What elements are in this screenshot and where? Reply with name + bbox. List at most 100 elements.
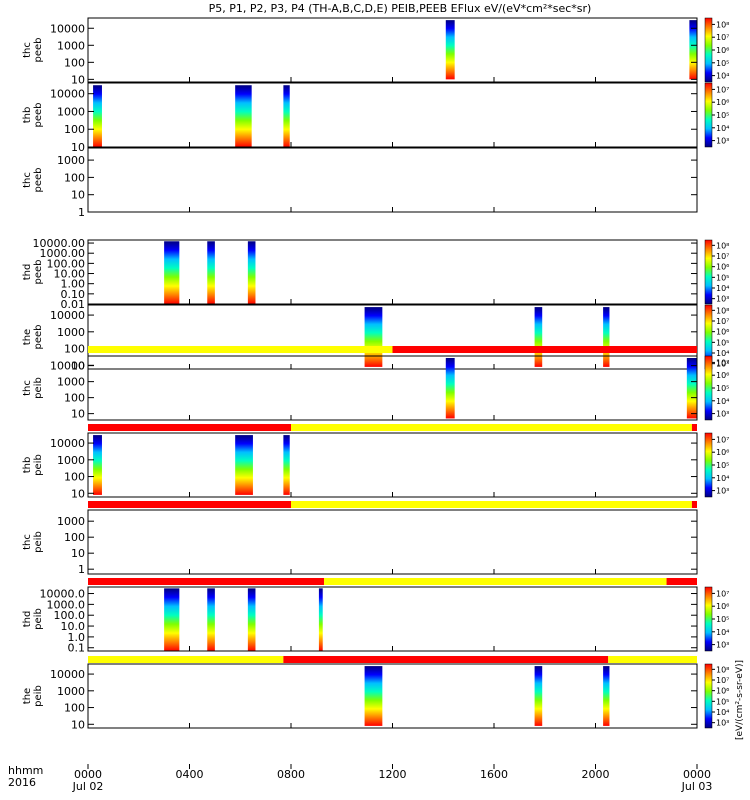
y-tick-label: 10000.00 [33, 237, 86, 250]
colorbar-tick-label: 10⁷ [716, 317, 729, 326]
spectrogram-burst [534, 666, 543, 726]
spectrogram-burst [318, 588, 323, 651]
x-tick-label: 2000 [582, 768, 610, 781]
time-axis-row-label: hhmm [8, 764, 43, 777]
y-tick-label: 10000 [50, 668, 85, 681]
panel-thb-peeb: 10 100 1000 10000 thbpeeb 10³ 10⁴ 10⁵ 10⁶ 10⁷ [22, 82, 729, 154]
colorbar-tick-label: 10³ [716, 410, 729, 419]
spectrogram-burst [603, 666, 610, 726]
x-tick-label: 0400 [176, 768, 204, 781]
spectrogram-burst [283, 85, 290, 147]
colorbar-tick-label: 10⁸ [716, 20, 729, 29]
colorbar-tick-label: 10⁸ [716, 665, 729, 674]
y-axis-label: thdpeeb [22, 260, 44, 285]
y-axis-label-line: the [22, 329, 33, 345]
y-tick-label: 100 [64, 56, 85, 69]
panel-thc-peib: 10 100 1000 10000 thcpeib 10³ 10⁴ 10⁵ 10⁶ 10⁷ [22, 346, 729, 421]
plot-title: P5, P1, P2, P3, P4 (TH-A,B,C,D,E) PEIB,P… [209, 2, 592, 15]
y-axis-label-line: peib [33, 608, 44, 630]
y-tick-label: 1000 [57, 105, 85, 118]
colorbar [704, 239, 713, 305]
y-axis-label-line: the [22, 688, 33, 704]
y-tick-label: 10000.0 [40, 588, 86, 601]
spectrogram-burst [235, 85, 252, 147]
y-tick-label: 10 [71, 487, 85, 500]
panel-frame [87, 432, 698, 498]
flag-segment [392, 346, 697, 353]
flag-segment [608, 656, 697, 663]
y-tick-label: 100.0 [54, 609, 86, 622]
colorbar-tick-label: 10⁵ [716, 615, 729, 624]
y-tick-label: 100 [64, 531, 85, 544]
colorbar-tick-label: 10⁶ [716, 448, 729, 457]
x-tick-label: 1200 [379, 768, 407, 781]
colorbar-tick-label: 10⁶ [716, 371, 729, 380]
y-tick-label: 10 [71, 408, 85, 421]
y-tick-label: 10 [71, 359, 85, 372]
y-tick-label: 10000 [50, 88, 85, 101]
y-tick-label: 1000 [57, 685, 85, 698]
y-axis-label-line: thd [22, 611, 33, 628]
y-axis-label: thcpeeb [22, 38, 44, 63]
panel-group: 10100100010000thcpeeb10⁴10⁵10⁶10⁷10⁸1010… [22, 17, 729, 731]
colorbar-tick-label: 10⁶ [716, 687, 729, 696]
y-axis-label-line: thb [22, 107, 33, 124]
y-tick-label: 1000 [57, 376, 85, 389]
y-tick-label: 100 [64, 123, 85, 136]
y-axis-label-line: thc [22, 380, 33, 396]
y-axis-label-line: peeb [33, 325, 44, 350]
colorbar-tick-label: 10⁵ [716, 111, 729, 120]
panel-thc-peib: 1 10 100 1000 thcpeib [22, 501, 698, 576]
colorbar-unit-label: [eV/(cm²-s-sr-eV)] [735, 660, 745, 740]
y-tick-label: 1000.00 [40, 247, 86, 260]
colorbar-tick-label: 10⁴ [716, 284, 729, 293]
panel-frame [87, 17, 698, 83]
x-tick-label: 0800 [277, 768, 305, 781]
y-tick-label: 0.10 [61, 288, 86, 301]
y-axis-label-line: peib [33, 685, 44, 707]
colorbar-tick-label: 10³ [716, 360, 729, 369]
panel-thc-peeb: 1 10 100 1000 thcpeeb [22, 147, 698, 219]
colorbar-tick-label: 10⁵ [716, 697, 729, 706]
y-tick-label: 1000 [57, 154, 85, 167]
y-tick-label: 10.0 [61, 620, 86, 633]
flag-segment [88, 501, 291, 508]
y-axis-label: thbpeib [22, 454, 44, 476]
y-axis-label-line: peeb [33, 260, 44, 285]
y-tick-label: 1.00 [61, 278, 86, 291]
spectrogram-burst [164, 588, 180, 651]
y-axis-label: thepeeb [22, 325, 44, 350]
time-axis-year: 2016 [8, 776, 36, 789]
spectrogram-burst [603, 307, 610, 367]
flag-segment [291, 501, 692, 508]
y-tick-label: 100.00 [47, 257, 86, 270]
colorbar-tick-label: 10⁶ [716, 328, 729, 337]
colorbar-tick-label: 10⁴ [716, 397, 729, 406]
colorbar [704, 586, 713, 652]
colorbar-tick-label: 10⁷ [716, 33, 729, 42]
colorbar-tick-label: 10⁴ [716, 124, 729, 133]
y-tick-label: 1000 [57, 326, 85, 339]
colorbar-tick-label: 10⁵ [716, 338, 729, 347]
y-tick-label: 10.00 [54, 268, 86, 281]
y-tick-label: 0.1 [68, 642, 86, 655]
y-tick-label: 0.01 [61, 298, 86, 311]
y-axis-label: thbpeeb [22, 103, 44, 128]
spectrogram-burst [283, 435, 290, 495]
y-axis-label: thepeib [22, 685, 44, 707]
spectrogram-burst [445, 357, 455, 419]
y-axis-label-line: peeb [33, 103, 44, 128]
colorbar-tick-label: 10⁷ [716, 85, 729, 94]
y-axis-label-line: peib [33, 454, 44, 476]
y-tick-label: 1.0 [68, 631, 86, 644]
colorbar [704, 82, 713, 148]
flag-segment [88, 424, 291, 431]
y-tick-label: 1000 [57, 39, 85, 52]
spectrogram-burst [686, 357, 697, 419]
y-axis-label-line: thc [22, 534, 33, 550]
flag-segment [323, 578, 667, 585]
